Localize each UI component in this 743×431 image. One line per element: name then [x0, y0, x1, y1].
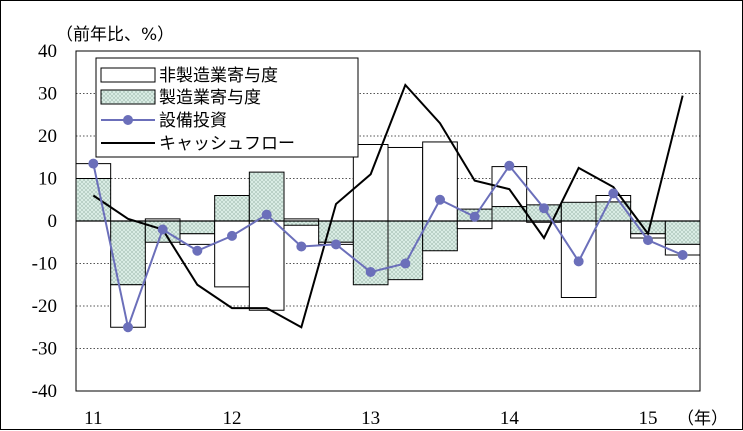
x-tick-label: 14	[500, 408, 520, 429]
y-tick-label: 20	[38, 126, 57, 147]
bar-manufacturing	[110, 220, 146, 286]
legend-label: 非製造業寄与度	[159, 66, 278, 86]
bar-manufacturing	[318, 220, 354, 243]
y-tick-label: 0	[48, 211, 58, 232]
capex-point	[608, 188, 619, 199]
capex-point	[227, 230, 237, 241]
capex-point	[573, 256, 584, 267]
bar-manufacturing	[560, 201, 597, 222]
capex-point	[643, 235, 653, 246]
y-unit-label: （前年比、%）	[56, 25, 174, 45]
x-tick-label: 15	[639, 408, 658, 429]
y-tick-label: -10	[32, 254, 57, 275]
bar-non-manufacturing	[387, 146, 424, 222]
capex-point	[400, 258, 411, 269]
bar-non-manufacturing	[352, 144, 389, 222]
capex-point	[296, 241, 307, 252]
axes-layer	[75, 50, 701, 392]
legend-marker	[123, 115, 133, 125]
capex-point	[261, 209, 272, 220]
legend-label: 設備投資	[159, 111, 227, 131]
y-tick-label: 40	[38, 41, 57, 62]
y-tick-label: -30	[32, 339, 57, 360]
bar-non-manufacturing	[456, 220, 493, 230]
capex-point	[157, 224, 168, 235]
legend-label: 製造業寄与度	[159, 88, 261, 108]
capex-point	[365, 267, 376, 277]
capex-point	[331, 239, 341, 250]
capex-point	[677, 250, 688, 260]
capex-point	[123, 322, 133, 333]
y-tick-label: 30	[38, 84, 57, 105]
bar-manufacturing	[283, 220, 320, 226]
bar-manufacturing	[387, 220, 424, 281]
capex-point	[539, 203, 549, 214]
bar-manufacturing	[179, 220, 216, 235]
y-tick-label: -40	[32, 381, 57, 402]
labels-layer: 40 30 20 10 0 -10 -20 -30 -40 11 12 13 14 15 （前年比、%） （年…	[32, 25, 728, 429]
legend-swatch	[100, 67, 156, 83]
x-unit-label: （年）	[677, 409, 728, 429]
bar-manufacturing	[75, 178, 112, 222]
bar-manufacturing	[422, 220, 458, 252]
capex-point	[192, 245, 203, 256]
y-tick-label: -20	[32, 296, 57, 317]
capex-point	[435, 194, 445, 205]
capex-line	[92, 163, 684, 331]
bar-manufacturing	[664, 220, 701, 245]
bar-non-manufacturing	[422, 141, 458, 222]
capex-point	[504, 160, 515, 171]
lines-layer	[88, 83, 688, 333]
bar-manufacturing	[214, 195, 250, 222]
y-tick-label: 10	[38, 169, 57, 190]
legend-label: キャッシュフロー	[159, 134, 295, 154]
x-tick-label: 11	[84, 408, 102, 429]
x-tick-label: 12	[223, 408, 242, 429]
legend-swatch	[100, 89, 156, 105]
capex-point	[88, 158, 99, 169]
cashflow-line	[92, 83, 684, 329]
capex-point	[469, 211, 480, 222]
bar-manufacturing	[491, 206, 528, 222]
x-tick-label: 13	[361, 408, 380, 429]
bar-non-manufacturing	[248, 220, 285, 311]
